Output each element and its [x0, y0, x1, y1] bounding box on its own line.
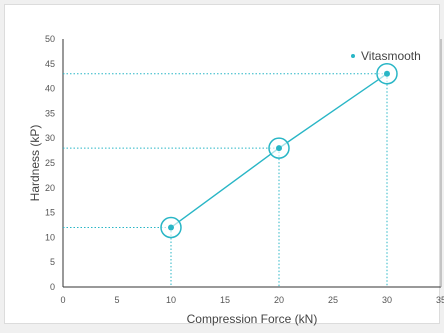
y-tick-label: 20 [45, 183, 55, 193]
y-tick-label: 5 [50, 257, 55, 267]
x-tick-label: 5 [114, 295, 119, 305]
projection-lines [63, 73, 388, 287]
x-tick-label: 20 [274, 295, 284, 305]
y-tick-label: 15 [45, 208, 55, 218]
chart-svg: 0 5 10 15 20 25 30 35 40 45 50 0 5 10 15 20 25 30 35 Vitas… [28, 34, 444, 326]
data-point [168, 224, 174, 231]
x-tick-label: 10 [166, 295, 176, 305]
legend-label: Vitasmooth [361, 49, 421, 63]
y-tick-label: 50 [45, 34, 55, 44]
data-point [276, 145, 282, 152]
legend: Vitasmooth [351, 49, 421, 63]
x-tick-label: 30 [382, 295, 392, 305]
x-tick-label: 25 [328, 295, 338, 305]
data-series [160, 62, 398, 239]
legend-marker [351, 54, 355, 58]
y-tick-label: 25 [45, 158, 55, 168]
x-tick-label: 35 [436, 295, 444, 305]
x-tick-label: 15 [220, 295, 230, 305]
y-tick-label: 45 [45, 59, 55, 69]
x-axis-title: Compression Force (kN) [187, 312, 318, 326]
data-point [384, 70, 390, 77]
y-tick-label: 0 [50, 282, 55, 292]
y-tick-label: 30 [45, 133, 55, 143]
y-tick-label: 35 [45, 108, 55, 118]
y-tick-label: 10 [45, 232, 55, 242]
y-axis-title: Hardness (kP) [28, 125, 42, 202]
tick-labels: 0 5 10 15 20 25 30 35 40 45 50 0 5 10 15 20 25 30 35 [45, 34, 444, 305]
x-tick-label: 0 [60, 295, 65, 305]
y-tick-label: 40 [45, 84, 55, 94]
chart-card: 0 5 10 15 20 25 30 35 40 45 50 0 5 10 15 20 25 30 35 Vitas… [4, 4, 444, 326]
chart-axes [62, 39, 442, 288]
